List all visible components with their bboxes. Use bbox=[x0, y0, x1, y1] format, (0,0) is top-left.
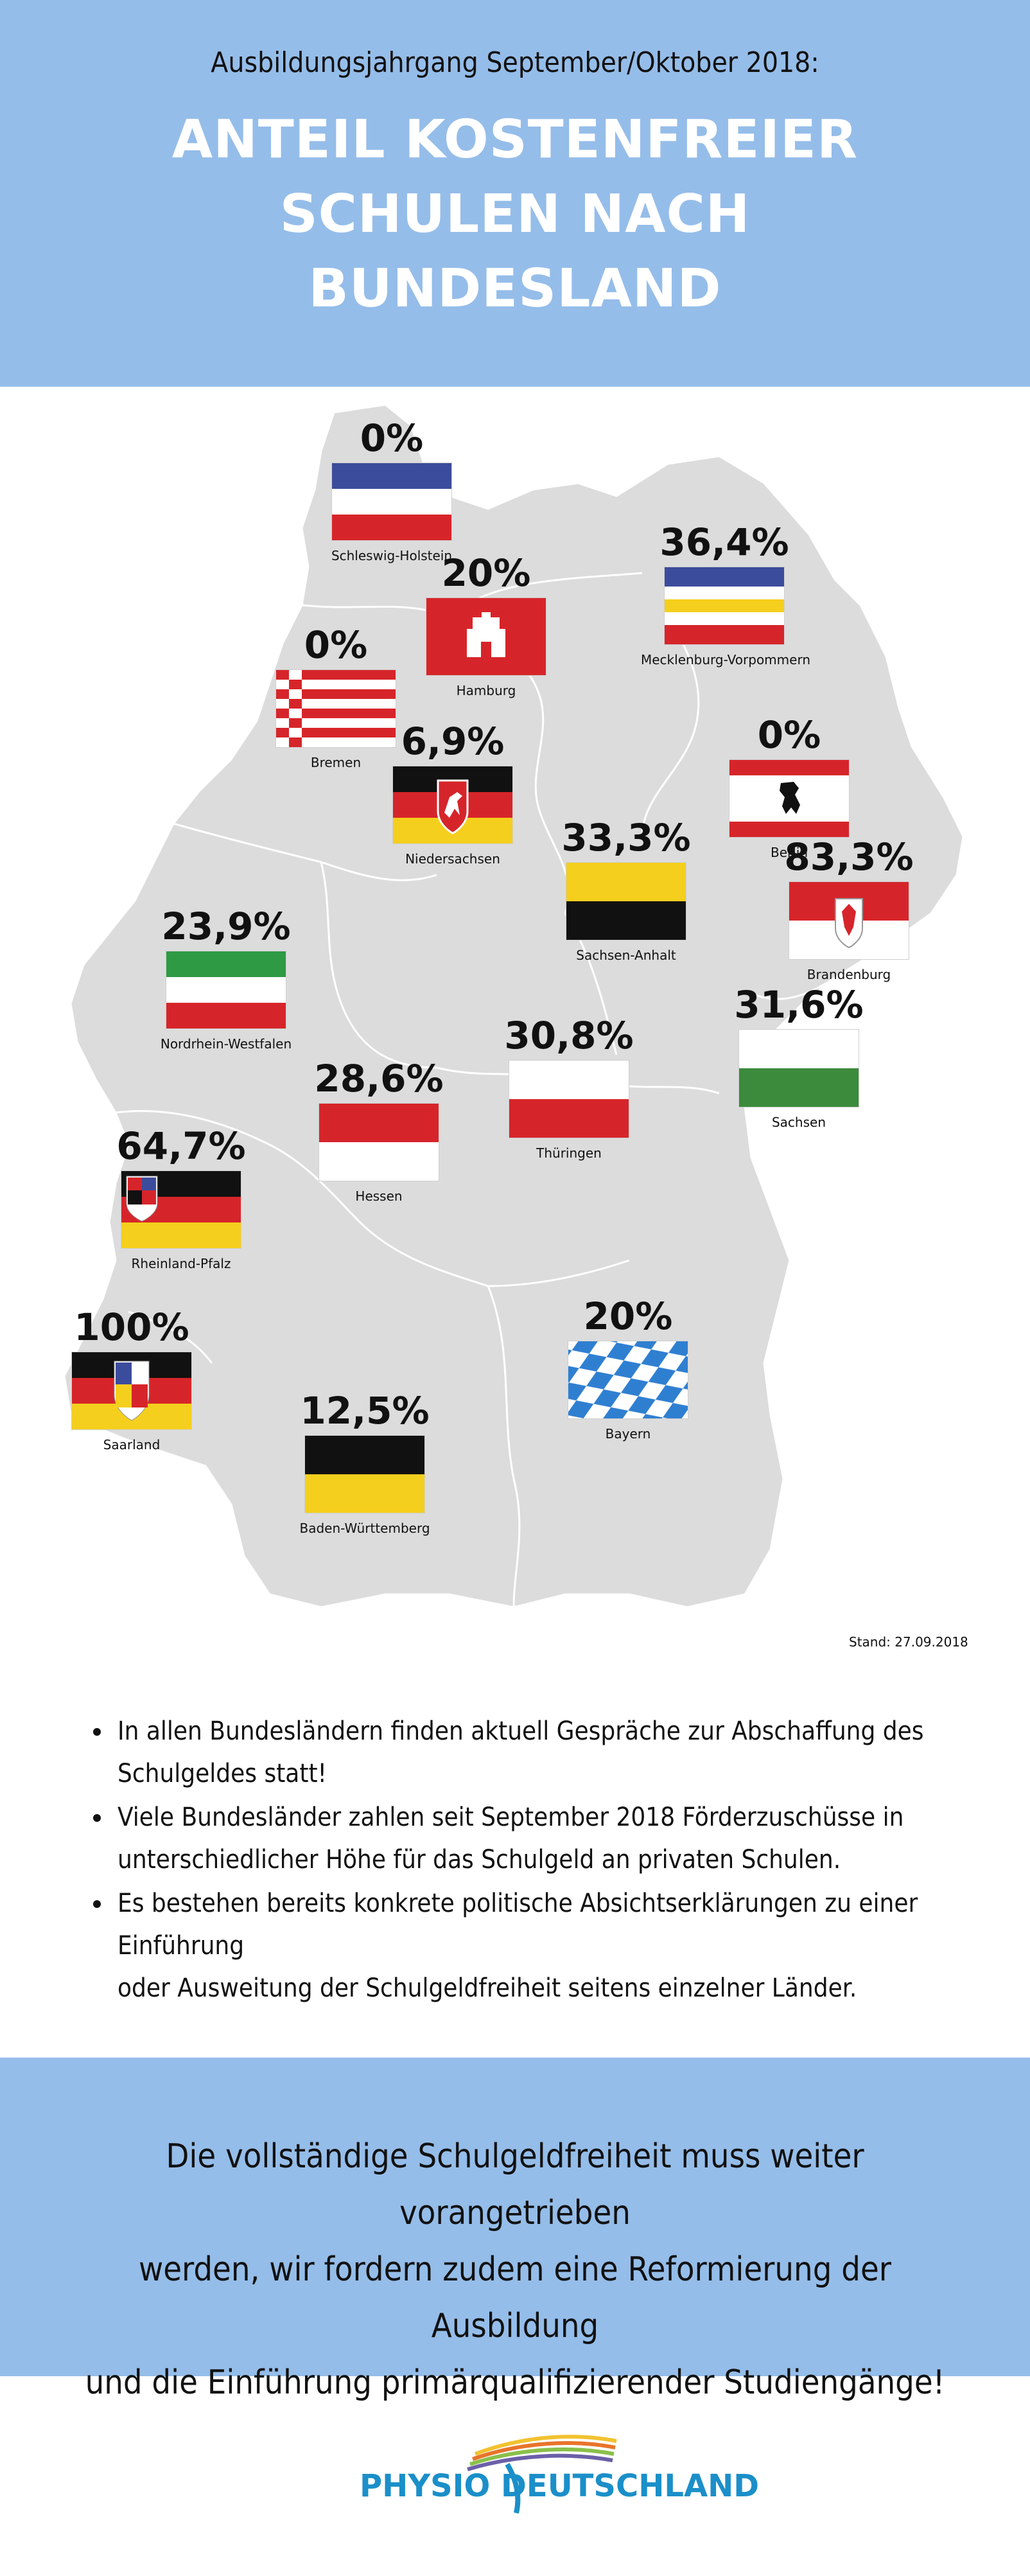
info-bullet-list: In allen Bundesländern finden aktuell Ge… bbox=[87, 1710, 999, 2011]
bullet-icon bbox=[93, 1814, 101, 1822]
state-sachsen-anhalt: 33,3% Sachsen-Anhalt bbox=[543, 817, 710, 964]
state-saarland: 100% Saarland bbox=[48, 1307, 215, 1453]
state-name: Nordrhein-Westfalen bbox=[160, 1036, 292, 1052]
logo-text: PHYSIO DEUTSCHLAND bbox=[360, 2468, 760, 2504]
state-bremen: 0% Bremen bbox=[252, 624, 419, 771]
state-name: Schleswig-Holstein bbox=[331, 548, 453, 563]
flag-thueringen-icon bbox=[509, 1060, 629, 1138]
state-hamburg: 20% Hamburg bbox=[403, 552, 570, 699]
flag-sachsen-icon bbox=[738, 1029, 859, 1107]
state-name: Sachsen-Anhalt bbox=[576, 948, 676, 963]
flag-bremen-icon bbox=[275, 669, 396, 748]
state-value: 23,9% bbox=[161, 904, 291, 948]
demand-text: Die vollständige Schulgeldfreiheit muss … bbox=[85, 2137, 945, 2402]
state-niedersachsen: 6,9% Niedersachsen bbox=[369, 721, 536, 867]
state-name: Sachsen bbox=[771, 1115, 826, 1130]
flag-berlin-icon bbox=[729, 759, 850, 838]
flag-niedersachsen-icon bbox=[392, 766, 513, 844]
state-rheinland-pfalz: 64,7% Rheinland-Pfalz bbox=[98, 1125, 265, 1272]
state-value: 64,7% bbox=[116, 1124, 246, 1168]
state-name: Berlin bbox=[770, 845, 808, 860]
state-value: 33,3% bbox=[561, 816, 691, 860]
state-name: Brandenburg bbox=[807, 967, 891, 982]
flag-bayern-icon bbox=[568, 1341, 688, 1419]
state-name: Hamburg bbox=[456, 683, 516, 698]
state-value: 83,3% bbox=[784, 835, 914, 879]
state-value: 30,8% bbox=[504, 1014, 634, 1057]
flag-saarland-icon bbox=[71, 1352, 192, 1430]
state-value: 20% bbox=[583, 1294, 673, 1338]
state-value: 100% bbox=[74, 1305, 189, 1349]
germany-map-section: 0% Schleswig-Holstein 20% Hambu bbox=[0, 387, 1030, 1684]
flag-baden-wuerttemberg-icon bbox=[304, 1435, 425, 1513]
state-schleswig-holstein: 0% Schleswig-Holstein bbox=[308, 418, 475, 564]
flag-brandenburg-icon bbox=[789, 881, 909, 960]
state-value: 12,5% bbox=[300, 1389, 430, 1433]
flag-rheinland-pfalz-icon bbox=[121, 1170, 241, 1249]
state-name: Niedersachsen bbox=[405, 851, 500, 867]
state-name: Rheinland-Pfalz bbox=[131, 1256, 231, 1271]
state-name: Saarland bbox=[103, 1437, 161, 1452]
bullet-icon bbox=[93, 1728, 101, 1736]
state-brandenburg: 83,3% Brandenburg bbox=[765, 836, 932, 983]
state-hessen: 28,6% Hessen bbox=[295, 1058, 462, 1204]
stand-date: Stand: 27.09.2018 bbox=[849, 1634, 968, 1650]
state-name: Baden-Württemberg bbox=[299, 1521, 430, 1536]
state-value: 28,6% bbox=[314, 1057, 444, 1100]
state-value: 20% bbox=[441, 551, 531, 595]
state-name: Bayern bbox=[605, 1426, 651, 1442]
flag-mecklenburg-vorpommern-icon bbox=[664, 567, 785, 645]
flag-schleswig-holstein-icon bbox=[331, 463, 452, 541]
state-value: 0% bbox=[360, 416, 424, 460]
demand-banner: Die vollständige Schulgeldfreiheit muss … bbox=[0, 2058, 1030, 2402]
flag-hamburg-icon bbox=[426, 597, 546, 676]
state-value: 31,6% bbox=[734, 983, 864, 1027]
state-thueringen: 30,8% Thüringen bbox=[485, 1015, 652, 1161]
state-name: Hessen bbox=[355, 1188, 403, 1204]
state-name: Bremen bbox=[310, 755, 362, 770]
state-value: 0% bbox=[757, 713, 821, 757]
bullet-icon bbox=[93, 1900, 101, 1908]
state-name: Mecklenburg-Vorpommern bbox=[641, 652, 810, 667]
header-title: ANTEIL KOSTENFREIER SCHULEN NACH BUNDESL… bbox=[0, 103, 1030, 326]
state-value: 6,9% bbox=[401, 719, 505, 763]
logo-swoosh-icon bbox=[467, 2435, 617, 2514]
title-line-3: BUNDESLAND bbox=[308, 258, 722, 319]
flag-hessen-icon bbox=[319, 1103, 439, 1181]
state-value: 0% bbox=[304, 623, 368, 667]
header-banner: Ausbildungsjahrgang September/Oktober 20… bbox=[0, 0, 1030, 387]
state-bayern: 20% Bayern bbox=[545, 1296, 711, 1442]
state-mecklenburg-vorpommern: 36,4% Mecklenburg-Vorpommern bbox=[641, 520, 810, 668]
title-line-1: ANTEIL KOSTENFREIER bbox=[171, 109, 859, 170]
title-line-2: SCHULEN NACH bbox=[279, 184, 751, 245]
state-nordrhein-westfalen: 23,9% Nordrhein-Westfalen bbox=[143, 906, 310, 1052]
header-subtitle: Ausbildungsjahrgang September/Oktober 20… bbox=[211, 46, 819, 79]
physio-deutschland-logo: PHYSIO DEUTSCHLAND bbox=[360, 2428, 760, 2518]
list-item: Viele Bundesländer zahlen seit September… bbox=[87, 1796, 999, 1881]
state-name: Thüringen bbox=[536, 1145, 602, 1161]
state-berlin: 0% Berlin bbox=[706, 714, 873, 861]
flag-sachsen-anhalt-icon bbox=[566, 862, 686, 940]
list-item: In allen Bundesländern finden aktuell Ge… bbox=[87, 1710, 999, 1795]
state-value: 36,4% bbox=[659, 520, 789, 564]
flag-nordrhein-westfalen-icon bbox=[166, 951, 286, 1029]
list-item: Es bestehen bereits konkrete politische … bbox=[87, 1882, 999, 2009]
state-baden-wuerttemberg: 12,5% Baden-Württemberg bbox=[281, 1390, 448, 1537]
state-sachsen: 31,6% Sachsen bbox=[715, 984, 882, 1131]
